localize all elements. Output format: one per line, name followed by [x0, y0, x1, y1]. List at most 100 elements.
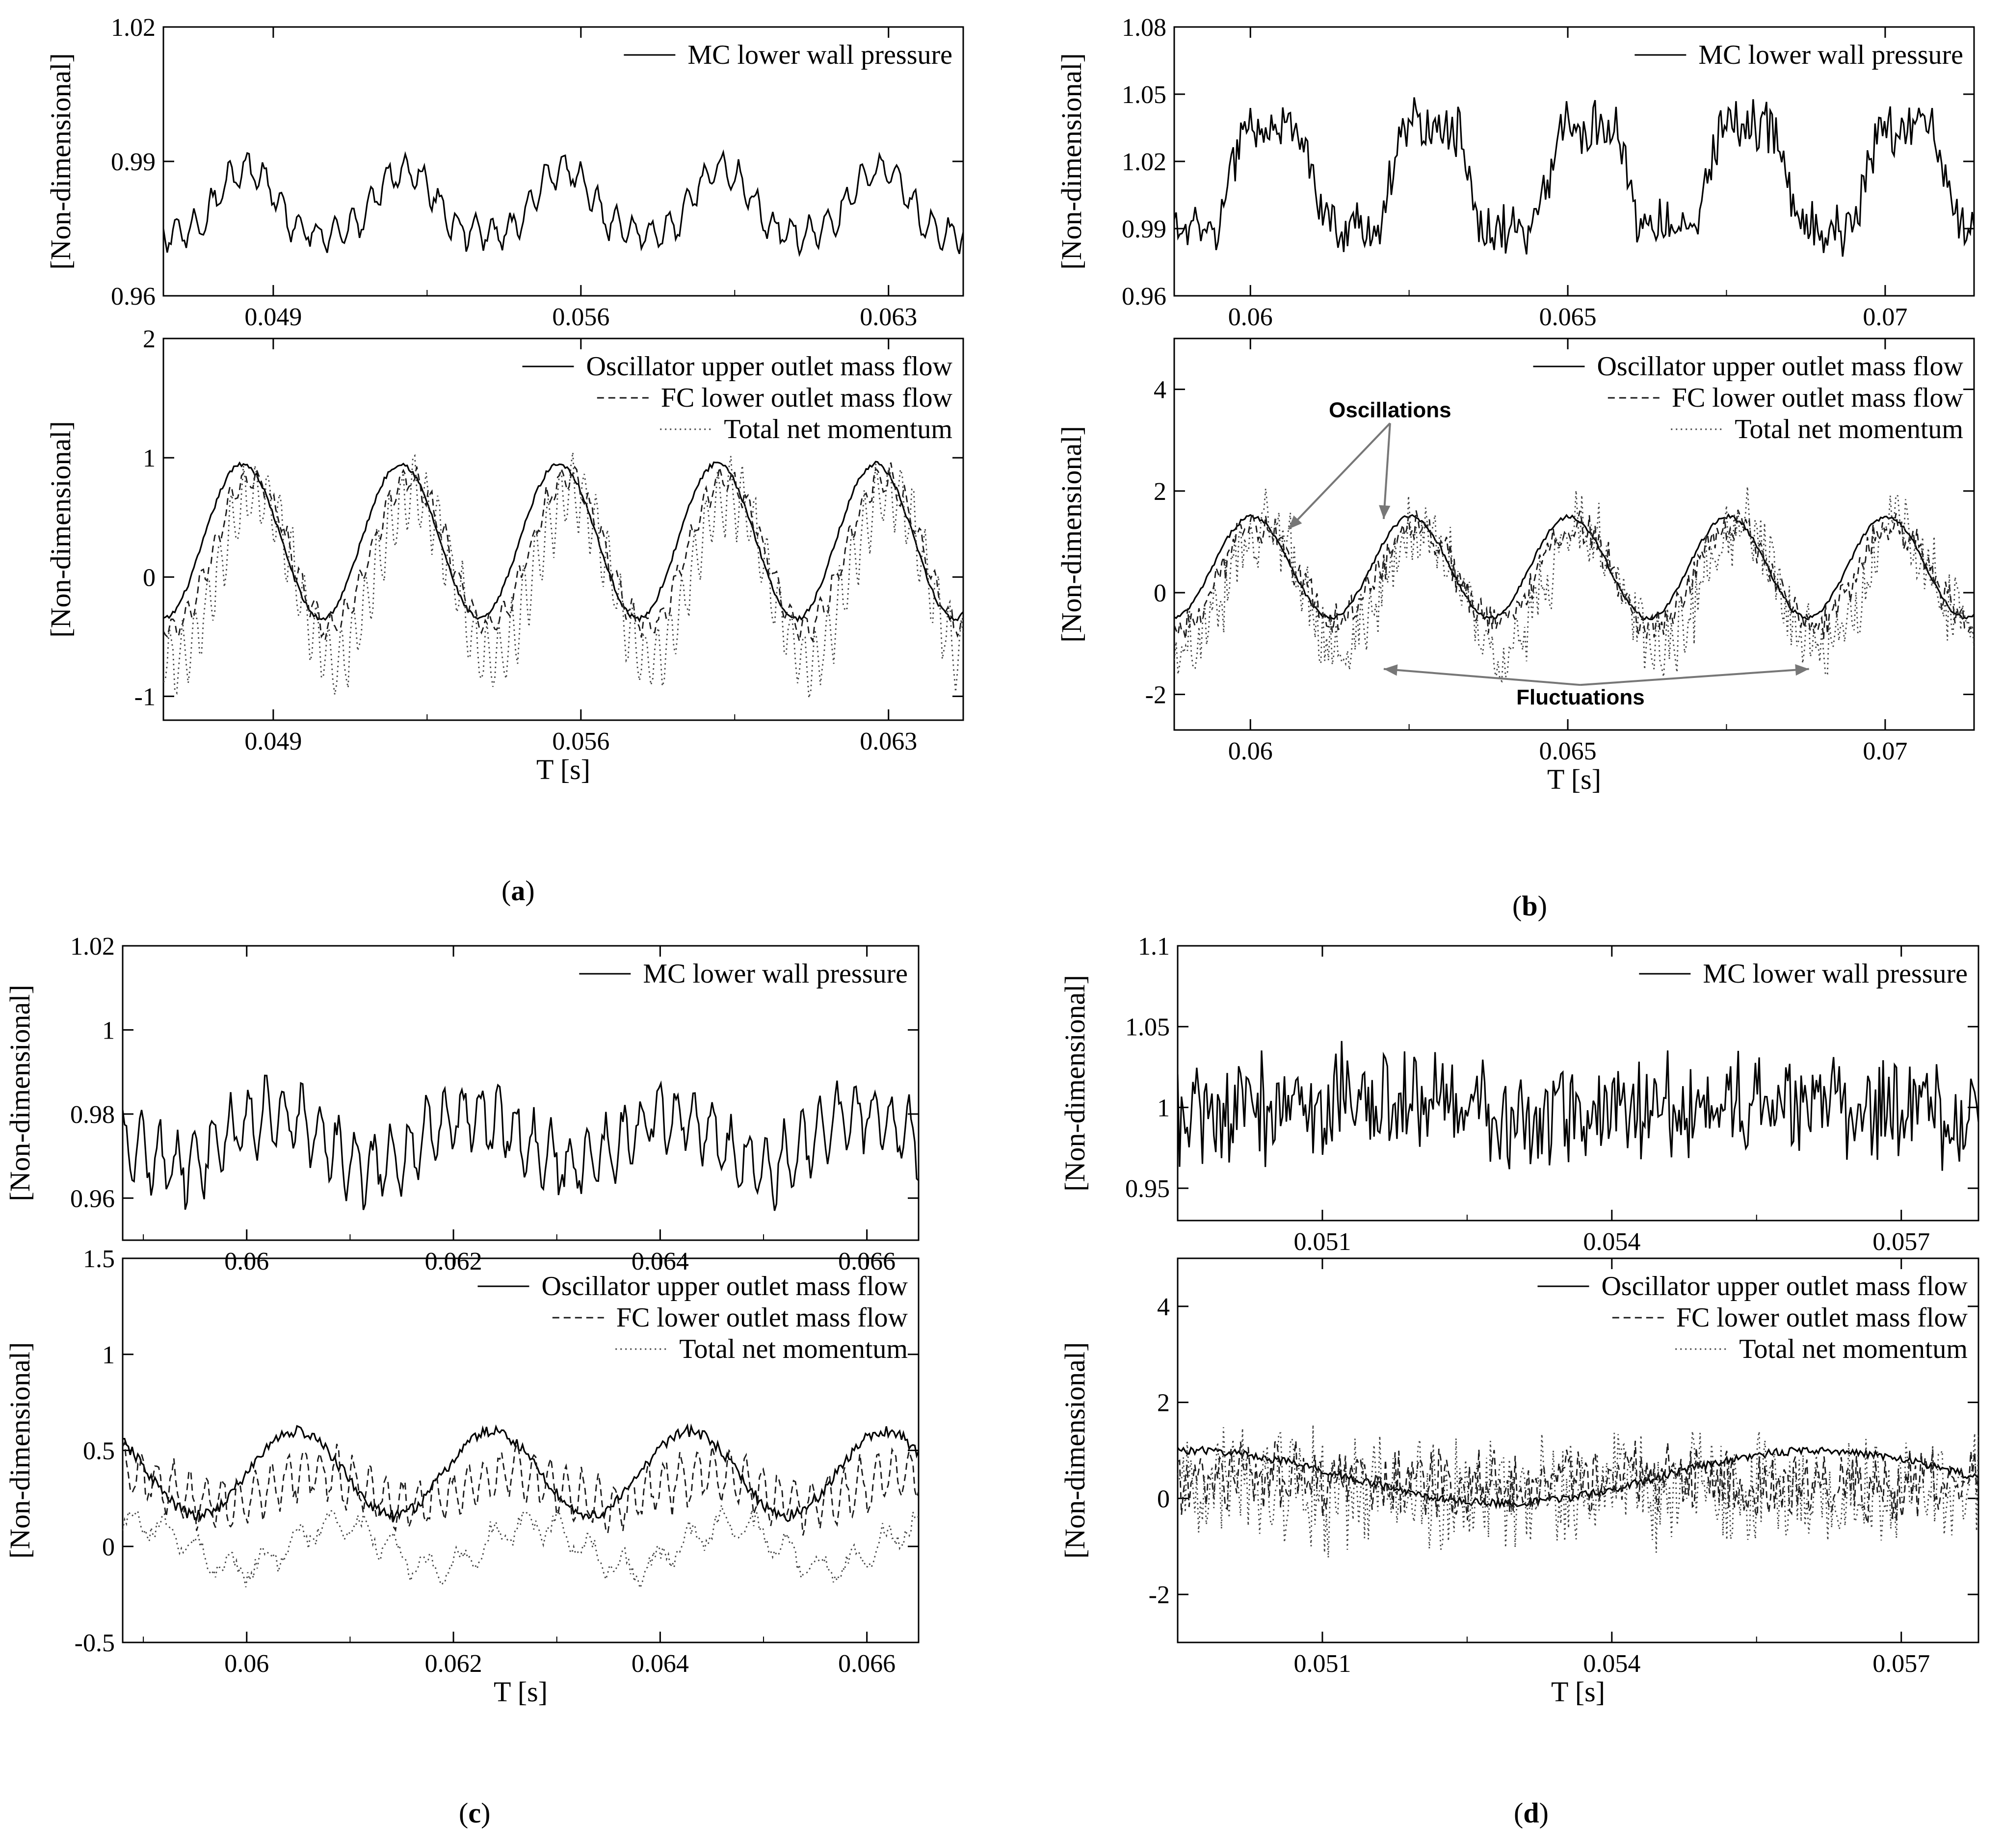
- y-axis-label: [Non-dimensional]: [4, 1342, 36, 1559]
- x-tick-label: 0.054: [1583, 1228, 1640, 1256]
- y-tick-label: 0: [1154, 579, 1166, 607]
- x-tick-label: 0.065: [1539, 737, 1597, 765]
- y-tick-label: 1.05: [1122, 81, 1166, 109]
- x-tick-label: 0.056: [552, 728, 609, 755]
- chart-b-top: 0.06 0.065 0.07 0.96 0.99 1.02 1.05 1.08 [Non-di…: [1055, 14, 1975, 331]
- y-tick-label: 1: [143, 444, 156, 472]
- x-tick-label: 0.056: [552, 303, 609, 331]
- y-tick-label: 1.02: [1122, 148, 1166, 176]
- x-tick-label: 0.049: [244, 728, 302, 755]
- y-axis-label: [Non-dimensional]: [4, 985, 36, 1201]
- x-tick-label: 0.07: [1863, 737, 1907, 765]
- y-tick-label: -1: [134, 683, 156, 711]
- legend-label: Total net momentum: [679, 1334, 908, 1364]
- legend-label: Total net momentum: [724, 414, 952, 444]
- caption-d: (d): [1514, 1797, 1549, 1829]
- arrow-head: [1795, 664, 1809, 676]
- y-tick-label: 0.95: [1125, 1175, 1170, 1203]
- x-axis-label: T [s]: [494, 1676, 548, 1708]
- annotation-arrow: [1580, 668, 1809, 686]
- y-tick-label: 0: [1157, 1485, 1170, 1513]
- y-axis-label: [Non-dimensional]: [45, 421, 77, 637]
- series-solid: [123, 1423, 919, 1523]
- caption-a: (a): [501, 875, 535, 907]
- y-tick-label: 1: [1157, 1094, 1170, 1122]
- x-tick-label: 0.051: [1293, 1228, 1351, 1256]
- arrow-head: [1288, 515, 1302, 529]
- y-tick-label: 1.05: [1125, 1014, 1170, 1041]
- y-tick-label: 4: [1154, 376, 1166, 404]
- series-dashed: [1178, 1440, 1978, 1524]
- y-tick-label: 1.08: [1122, 14, 1166, 42]
- plot-frame: [1173, 338, 1975, 731]
- x-axis-label: T [s]: [1551, 1676, 1605, 1708]
- annotation-arrow: [1288, 422, 1391, 530]
- chart-d-top: 0.051 0.054 0.057 0.95 1 1.05 1.1 [Non-dimensio…: [1059, 933, 1979, 1256]
- y-tick-label: 2: [143, 325, 156, 353]
- chart-a-top: 0.049 0.056 0.063 0.96 0.99 1.02 [Non-dimensio…: [45, 14, 964, 331]
- legend-label: MC lower wall pressure: [1703, 959, 1968, 989]
- legend-label: Oscillator upper outlet mass flow: [586, 351, 952, 382]
- x-tick-label: 0.049: [244, 303, 302, 331]
- series-dotted: [163, 452, 963, 699]
- x-tick-label: 0.054: [1583, 1650, 1640, 1678]
- chart-c-top: 0.06 0.062 0.064 0.0660.960.9811.02[Non-dim…: [4, 933, 920, 1275]
- x-tick-label: 0.057: [1872, 1228, 1930, 1256]
- y-tick-label: 0.99: [111, 148, 156, 176]
- y-tick-label: 0: [102, 1533, 115, 1561]
- legend-label: FC lower outlet mass flow: [1676, 1302, 1968, 1333]
- x-tick-label: 0.06: [1228, 737, 1273, 765]
- y-tick-label: 2: [1154, 478, 1166, 506]
- x-axis-label: T [s]: [536, 754, 590, 785]
- annotation-arrow: [1382, 423, 1391, 520]
- series-solid: [1174, 513, 1974, 621]
- series-solid: [1174, 97, 1974, 257]
- annotation-arrow: [1383, 668, 1581, 686]
- y-tick-label: -0.5: [75, 1629, 115, 1657]
- legend-label: Total net momentum: [1735, 414, 1963, 444]
- x-tick-label: 0.065: [1539, 303, 1597, 331]
- series-solid: [163, 149, 963, 258]
- chart-b-bottom: 0.06 0.065 0.07 -2 0 2 4 [Non-dimensional] T [s]…: [1055, 338, 1975, 795]
- y-tick-label: 1.02: [70, 933, 115, 961]
- x-tick-label: 0.057: [1872, 1650, 1930, 1678]
- y-tick-label: 0.5: [83, 1437, 115, 1465]
- y-tick-label: 2: [1157, 1389, 1170, 1417]
- legend-label: Oscillator upper outlet mass flow: [1597, 351, 1963, 382]
- legend-label: MC lower wall pressure: [687, 40, 952, 70]
- y-tick-label: 4: [1157, 1293, 1170, 1321]
- y-axis-label: [Non-dimensional]: [1055, 53, 1087, 269]
- y-tick-label: 0.99: [1122, 215, 1166, 243]
- y-tick-label: 0.98: [70, 1101, 115, 1129]
- y-tick-label: 0: [143, 564, 156, 592]
- arrow-head: [1383, 664, 1398, 676]
- legend-label: FC lower outlet mass flow: [661, 383, 953, 413]
- y-axis-label: [Non-dimensional]: [1055, 426, 1087, 642]
- chart-d-bottom: 0.051 0.054 0.057 -2 0 2 4 [Non-dimensional] T […: [1059, 1257, 1979, 1708]
- series-solid: [123, 1074, 919, 1211]
- chart-c-bottom: 0.06 0.062 0.064 0.066 -0.5 0 0.5 1 1.5 [Non-dime…: [4, 1245, 920, 1708]
- legend-label: MC lower wall pressure: [643, 959, 908, 989]
- annotation-label: Oscillations: [1329, 398, 1451, 422]
- annotation-label: Fluctuations: [1516, 685, 1645, 709]
- series-dotted: [1178, 1425, 1978, 1558]
- chart-a-bottom: 0.049 0.056 0.063 -1 0 1 2 [Non-dimensional] T […: [45, 325, 964, 785]
- y-tick-label: 1.1: [1138, 933, 1170, 961]
- legend-label: Oscillator upper outlet mass flow: [541, 1271, 908, 1301]
- y-tick-label: 0.96: [1122, 283, 1166, 311]
- caption-b: (b): [1512, 890, 1547, 922]
- plot-frame: [122, 945, 920, 1241]
- x-tick-label: 0.062: [425, 1650, 482, 1678]
- legend-label: MC lower wall pressure: [1698, 40, 1963, 70]
- series-dashed: [123, 1440, 919, 1536]
- y-tick-label: 0.96: [70, 1185, 115, 1213]
- y-tick-label: 1.5: [83, 1245, 115, 1273]
- x-tick-label: 0.066: [838, 1650, 896, 1678]
- legend-label: Oscillator upper outlet mass flow: [1601, 1271, 1968, 1301]
- y-tick-label: 0.96: [111, 283, 156, 311]
- x-tick-label: 0.063: [860, 303, 917, 331]
- plot-frame: [162, 338, 964, 721]
- x-tick-label: 0.051: [1293, 1650, 1351, 1678]
- caption-c: (c): [459, 1797, 491, 1829]
